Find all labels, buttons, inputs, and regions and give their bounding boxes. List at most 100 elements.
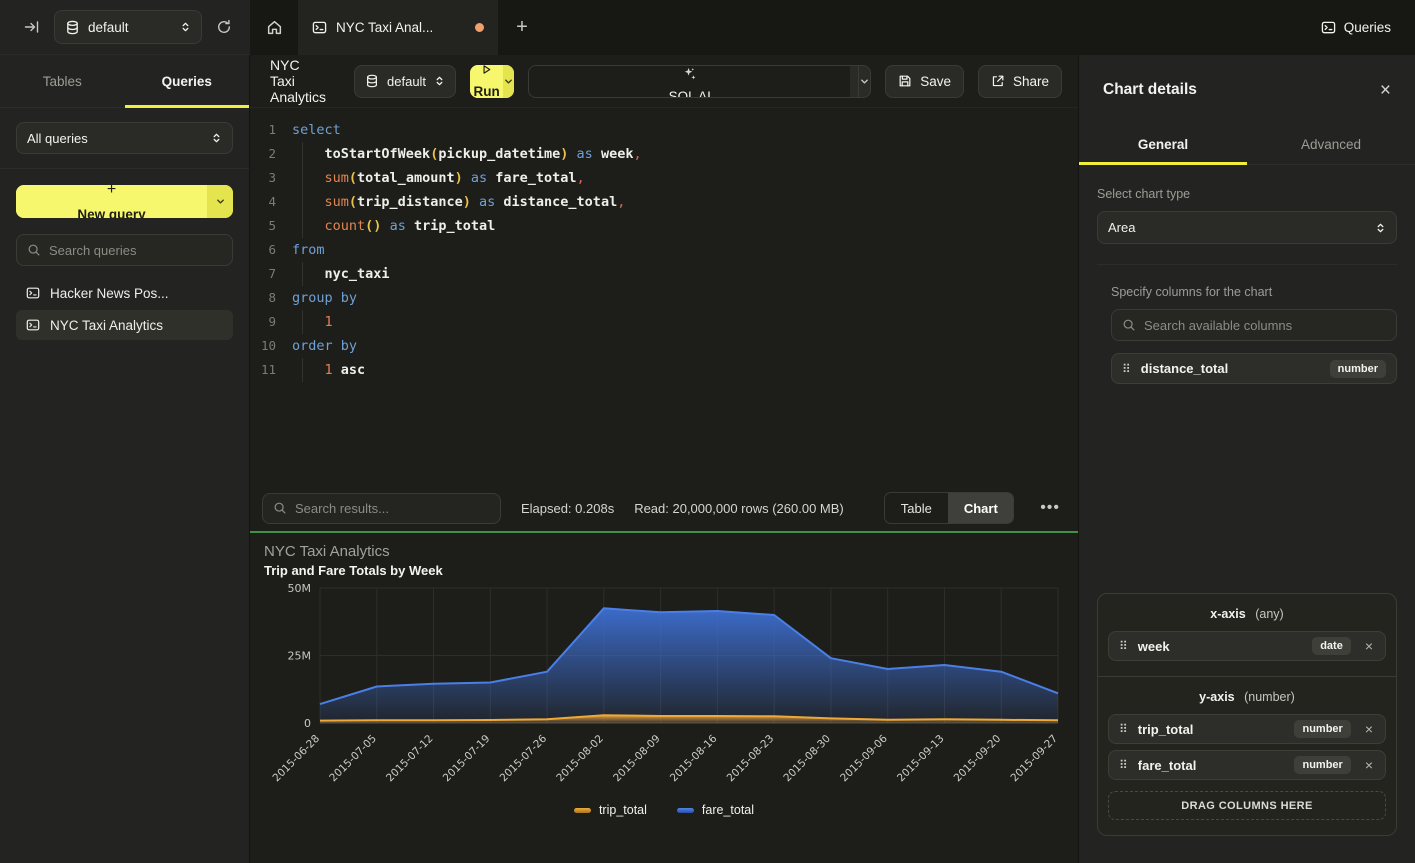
view-chart-button[interactable]: Chart (947, 493, 1014, 523)
sidebar-tab-tables[interactable]: Tables (0, 55, 125, 107)
sidebar-search (16, 234, 233, 266)
y-axis-label: y-axis (1199, 690, 1235, 704)
run-label: Run (473, 84, 500, 98)
chart-type-select[interactable]: Area (1097, 211, 1397, 244)
query-filter-select[interactable]: All queries (16, 122, 233, 154)
legend-label: fare_total (701, 803, 755, 817)
view-table-button[interactable]: Table (885, 493, 948, 523)
search-columns-input[interactable] (1144, 317, 1386, 333)
code-line[interactable]: 1 select (250, 118, 1078, 142)
query-terminal-icon (26, 286, 40, 300)
sql-ai-caret[interactable] (858, 65, 870, 97)
chart-legend: trip_total fare_total (264, 803, 1064, 817)
x-tick-label: 2015-09-27 (1008, 733, 1060, 785)
database-selector[interactable]: default (54, 10, 202, 44)
code-line[interactable]: 4 sum(trip_distance) as distance_total, (250, 190, 1078, 214)
code-line[interactable]: 7 nyc_taxi (250, 262, 1078, 286)
run-options-caret[interactable] (503, 64, 515, 98)
column-type-badge: number (1294, 756, 1351, 774)
chart-details-header: Chart details × (1079, 55, 1415, 125)
chart-subtitle: Trip and Fare Totals by Week (264, 563, 443, 578)
sql-ai-button[interactable]: SQL AI (528, 64, 872, 98)
new-query-button[interactable]: + New query (16, 185, 233, 218)
columns-label: Specify columns for the chart (1111, 285, 1273, 299)
active-tab-underline (1079, 162, 1247, 165)
available-column-distance-total[interactable]: ⠿ distance_total number (1111, 353, 1397, 384)
close-panel-button[interactable]: × (1380, 81, 1391, 100)
play-icon (480, 65, 493, 77)
line-number: 6 (268, 242, 276, 257)
column-type-badge: number (1294, 720, 1351, 738)
main-column: NYC Taxi Analytics default Run (250, 55, 1078, 863)
y-tick-label: 50M (288, 582, 312, 595)
search-icon (27, 243, 41, 257)
query-list-item-nyc-taxi[interactable]: NYC Taxi Analytics (16, 310, 233, 340)
code-line[interactable]: 10 order by (250, 334, 1078, 358)
new-tab-button[interactable]: + (498, 0, 546, 55)
x-axis-column-week[interactable]: ⠿ week date × (1108, 631, 1386, 661)
query-item-label: NYC Taxi Analytics (50, 317, 164, 333)
column-name: distance_total (1140, 361, 1229, 376)
top-bar-left: default (0, 0, 250, 55)
query-list-item-hacker-news[interactable]: Hacker News Pos... (16, 278, 233, 308)
save-icon (898, 74, 912, 88)
more-options-button[interactable]: ••• (1034, 497, 1066, 519)
close-icon: × (1379, 79, 1391, 101)
code-line[interactable]: 6 from (250, 238, 1078, 262)
tab-general[interactable]: General (1079, 125, 1247, 164)
y-axis-column-fare-total[interactable]: ⠿ fare_total number × (1108, 750, 1386, 780)
search-queries-input[interactable] (49, 242, 225, 258)
x-tick-label: 2015-09-13 (895, 733, 947, 785)
panel-spacer (1097, 384, 1397, 593)
sql-editor[interactable]: 1 select 2 toStartOfWeek(pickup_datetime) … (250, 108, 1078, 485)
code-line[interactable]: 9 1 (250, 310, 1078, 334)
area-chart[interactable]: 0 25M 50M 2015-06-28 2015-07-05 2015-07-12 201… (264, 582, 1064, 801)
sidebar-tabs: Tables Queries (0, 55, 249, 108)
top-bar-spacer (546, 0, 1321, 55)
collapse-sidebar-button[interactable] (20, 15, 44, 39)
queries-button-label: Queries (1343, 20, 1391, 35)
y-tick-label: 0 (304, 717, 311, 730)
code-line[interactable]: 2 toStartOfWeek(pickup_datetime) as week… (250, 142, 1078, 166)
database-icon (65, 20, 80, 35)
unsaved-changes-dot (475, 23, 484, 32)
save-button[interactable]: Save (885, 64, 964, 98)
run-button[interactable]: Run (470, 64, 515, 98)
code-line[interactable]: 3 sum(total_amount) as fare_total, (250, 166, 1078, 190)
column-name: week (1137, 638, 1170, 654)
remove-column-button[interactable]: × (1361, 722, 1377, 736)
legend-item-fare-total[interactable]: fare_total (676, 803, 755, 817)
drag-columns-dropzone[interactable]: DRAG COLUMNS HERE (1108, 791, 1386, 820)
home-button[interactable] (250, 0, 298, 55)
code-line[interactable]: 5 count() as trip_total (250, 214, 1078, 238)
y-axis-column-trip-total[interactable]: ⠿ trip_total number × (1108, 714, 1386, 744)
code-line[interactable]: 11 1 asc (250, 358, 1078, 382)
legend-marker-blue (676, 807, 694, 813)
remove-column-button[interactable]: × (1361, 758, 1377, 772)
sidebar-tab-queries[interactable]: Queries (125, 55, 250, 107)
refresh-button[interactable] (212, 15, 236, 39)
save-label: Save (920, 73, 951, 89)
results-toolbar: Elapsed: 0.208s Read: 20,000,000 rows (2… (250, 485, 1078, 531)
chart-details-body: Select chart type Area Specify columns f… (1079, 165, 1415, 863)
legend-marker-orange (573, 807, 591, 813)
x-tick-label: 2015-08-02 (554, 733, 606, 785)
x-tick-label: 2015-09-06 (838, 732, 890, 784)
x-tick-label: 2015-07-12 (384, 733, 436, 785)
search-results-input[interactable] (295, 500, 490, 516)
tab-nyc-taxi-analytics[interactable]: NYC Taxi Anal... (298, 0, 498, 55)
axis-configuration: x-axis (any) ⠿ week date × y-axis (1097, 593, 1397, 836)
share-button[interactable]: Share (977, 64, 1062, 98)
new-query-caret[interactable] (207, 185, 233, 218)
page-title: NYC Taxi Analytics (270, 57, 327, 105)
legend-item-trip-total[interactable]: trip_total (573, 803, 647, 817)
drag-handle-icon: ⠿ (1119, 722, 1128, 736)
queries-button[interactable]: Queries (1321, 20, 1391, 35)
remove-column-button[interactable]: × (1361, 639, 1377, 653)
collapse-sidebar-icon (24, 19, 40, 35)
drag-handle-icon: ⠿ (1119, 758, 1128, 772)
toolbar-database-selector[interactable]: default (354, 64, 457, 98)
refresh-icon (216, 19, 232, 35)
code-line[interactable]: 8 group by (250, 286, 1078, 310)
tab-advanced[interactable]: Advanced (1247, 125, 1415, 164)
